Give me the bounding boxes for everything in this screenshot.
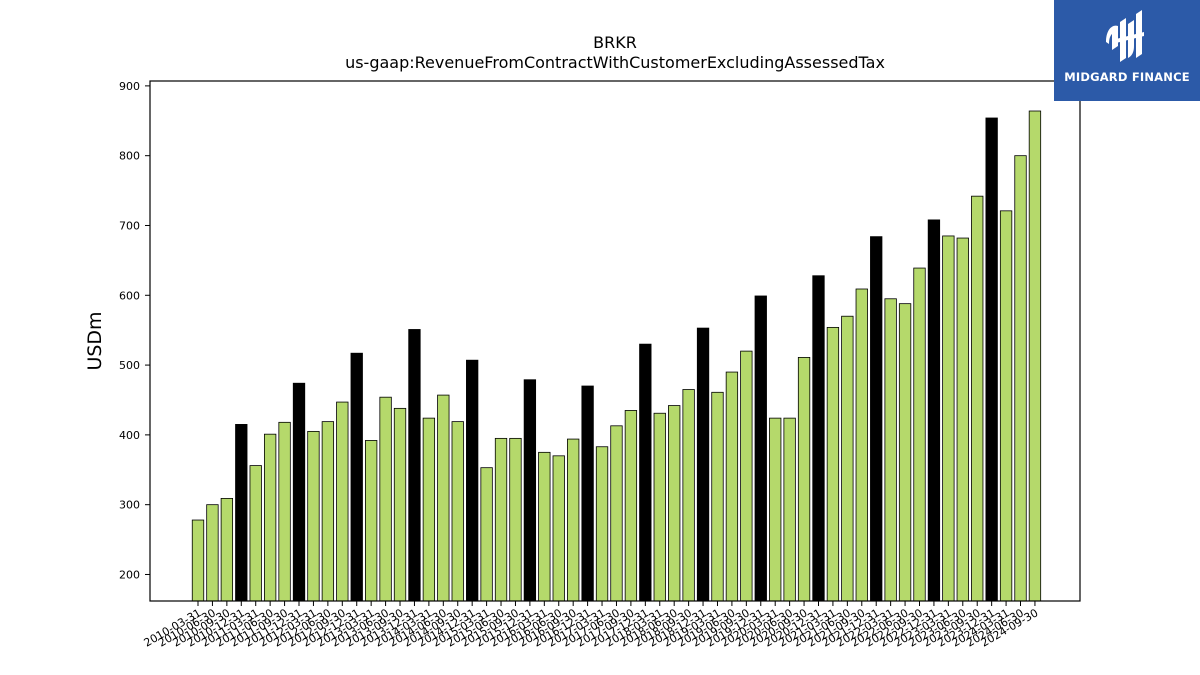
bar xyxy=(494,437,508,602)
bar xyxy=(365,440,378,602)
bar xyxy=(898,303,912,602)
bar xyxy=(1014,155,1027,602)
bar xyxy=(249,465,262,602)
bar xyxy=(711,391,724,602)
bar xyxy=(581,385,594,602)
bar xyxy=(985,117,998,602)
bar xyxy=(408,329,421,602)
bar xyxy=(841,315,854,602)
bar xyxy=(567,438,580,602)
brand-logo: MIDGARD FINANCE xyxy=(1054,0,1200,101)
bar xyxy=(870,236,883,602)
bar xyxy=(263,433,277,602)
bar xyxy=(639,343,652,602)
y-tick-label: 300 xyxy=(119,499,140,512)
logo-mark-icon xyxy=(1106,10,1144,62)
bar xyxy=(740,350,753,602)
bar xyxy=(278,421,291,602)
bar xyxy=(480,467,493,602)
bar xyxy=(379,396,392,602)
logo-text: MIDGARD FINANCE xyxy=(1064,70,1190,84)
bar xyxy=(451,421,464,602)
bar xyxy=(725,371,739,602)
bar xyxy=(595,446,609,602)
bar xyxy=(220,497,234,602)
bar xyxy=(812,275,825,602)
y-tick-label: 900 xyxy=(119,80,140,93)
bar xyxy=(523,379,537,602)
bar xyxy=(855,288,868,602)
bar xyxy=(191,519,205,602)
bar xyxy=(884,298,897,602)
bar xyxy=(826,326,840,602)
bar xyxy=(754,295,767,602)
bar xyxy=(393,407,407,602)
bar xyxy=(971,195,984,602)
bar xyxy=(942,235,955,602)
bar xyxy=(610,425,623,602)
y-tick-label: 600 xyxy=(119,289,140,302)
bar xyxy=(466,359,479,602)
bar xyxy=(927,219,941,602)
bar xyxy=(292,382,306,602)
y-tick-label: 200 xyxy=(119,568,140,581)
bar xyxy=(336,401,349,602)
bar xyxy=(321,421,335,602)
bar xyxy=(552,455,565,602)
bar xyxy=(437,394,450,602)
bar xyxy=(350,352,363,602)
bar xyxy=(307,430,320,602)
y-tick-label: 800 xyxy=(119,150,140,163)
bar xyxy=(999,210,1013,602)
y-axis-label: USDm xyxy=(84,311,106,370)
bar xyxy=(696,327,710,602)
plot-area: 2003004005006007008009002010-03-312010-0… xyxy=(119,80,1081,650)
chart-title: BRKR xyxy=(593,33,637,52)
bar xyxy=(422,417,436,602)
bar xyxy=(624,410,638,602)
bar xyxy=(797,356,811,602)
bar xyxy=(1028,110,1042,602)
bar xyxy=(668,405,681,602)
y-tick-label: 500 xyxy=(119,359,140,372)
bar xyxy=(956,237,969,602)
bar xyxy=(538,451,551,602)
bar xyxy=(653,412,666,602)
bar xyxy=(206,504,219,602)
bar xyxy=(769,417,782,602)
chart-subtitle: us-gaap:RevenueFromContractWithCustomerE… xyxy=(345,53,885,72)
bar xyxy=(235,424,248,602)
y-tick-label: 700 xyxy=(119,219,140,232)
bar xyxy=(783,417,796,602)
bar xyxy=(682,389,695,602)
plot-frame xyxy=(149,80,1081,602)
y-tick-label: 400 xyxy=(119,429,140,442)
bar xyxy=(913,267,926,602)
bar xyxy=(509,437,522,602)
